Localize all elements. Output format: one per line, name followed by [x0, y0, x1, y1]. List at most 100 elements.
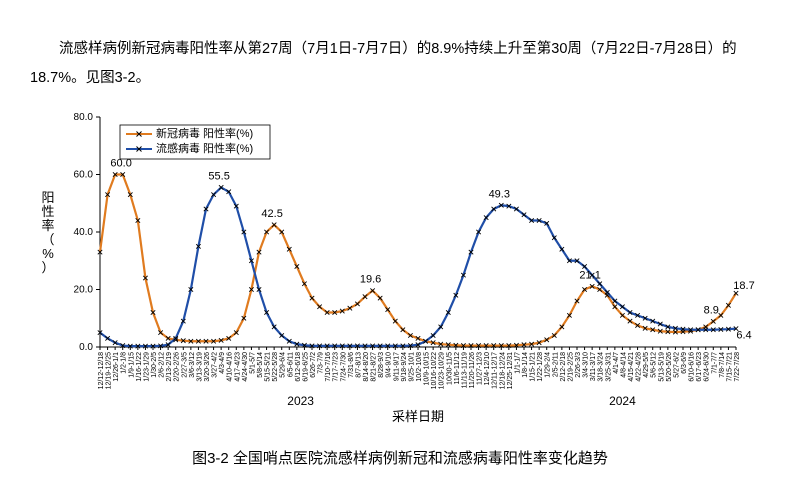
- x-tick-label: 9/25-10/1: [408, 352, 415, 382]
- x-tick-label: 4/15-4/21: [628, 352, 635, 382]
- x-tick-label: 7/22-7/28: [734, 352, 741, 382]
- x-tick-label: 4/10-4/16: [227, 352, 234, 382]
- x-tick-label: 3/4-3/10: [583, 352, 590, 378]
- x-tick-label: 4/1-4/7: [613, 352, 620, 374]
- y-tick-label: 60.0: [74, 170, 94, 181]
- x-tick-label: 7/1-7/7: [711, 352, 718, 374]
- x-axis-title: 采样日期: [392, 409, 444, 424]
- body-paragraph: 流感样病例新冠病毒阳性率从第27周（7月1日-7月7日）的8.9%持续上升至第3…: [30, 35, 770, 93]
- series-line-1: [100, 187, 736, 346]
- x-tick-label: 6/17-6/23: [696, 352, 703, 382]
- chart-area: 0.020.040.060.080.012/12-12/1812/19-12/2…: [30, 107, 770, 438]
- x-tick-label: 11/27-12/3: [477, 352, 484, 385]
- y-tick-label: 40.0: [74, 227, 94, 238]
- x-tick-label: 8/21-8/27: [371, 352, 378, 382]
- x-tick-label: 3/6-3/12: [189, 352, 196, 378]
- x-tick-label: 2/13-2/19: [166, 352, 173, 382]
- x-tick-label: 5/27-6/2: [673, 352, 680, 378]
- x-tick-label: 3/25-3/31: [605, 352, 612, 382]
- x-tick-label: 1/23-1/29: [143, 352, 150, 382]
- x-tick-label: 6/10-6/16: [689, 352, 696, 382]
- x-tick-label: 5/6-5/12: [651, 352, 658, 378]
- x-tick-label: 10/2-10/8: [416, 352, 423, 382]
- x-tick-label: 7/10-7/16: [325, 352, 332, 382]
- annotation-label: 55.5: [208, 170, 229, 182]
- annotation-label: 8.9: [704, 304, 719, 316]
- y-tick-label: 80.0: [74, 112, 94, 123]
- x-tick-label: 6/26-7/2: [310, 352, 317, 378]
- x-tick-label: 3/20-3/26: [204, 352, 211, 382]
- x-tick-label: 4/17-4/23: [234, 352, 241, 382]
- x-tick-label: 4/22-4/28: [636, 352, 643, 382]
- x-tick-label: 5/22-5/28: [272, 352, 279, 382]
- x-tick-label: 2/27-3/5: [181, 352, 188, 378]
- x-tick-label: 4/8-4/14: [620, 352, 627, 378]
- x-tick-label: 7/24-7/30: [340, 352, 347, 382]
- x-tick-label: 12/18-12/24: [499, 352, 506, 389]
- x-tick-label: 9/11-9/17: [393, 352, 400, 381]
- x-tick-label: 1/8-1/14: [522, 352, 529, 378]
- x-tick-label: 3/18-3/24: [598, 352, 605, 382]
- x-tick-label: 6/3-6/9: [681, 352, 688, 374]
- x-tick-label: 2/26-3/3: [575, 352, 582, 378]
- x-tick-label: 10/23-10/29: [439, 352, 446, 389]
- x-tick-label: 7/17-7/23: [333, 352, 340, 382]
- x-tick-label: 10/9-10/15: [424, 352, 431, 386]
- y-axis-title: 阳: [41, 190, 54, 205]
- x-tick-label: 5/8-5/14: [257, 352, 264, 378]
- y-axis-title: 率: [41, 218, 54, 233]
- x-tick-label: 2/20-2/26: [174, 352, 181, 382]
- x-tick-label: 10/16-10/22: [431, 352, 438, 389]
- x-tick-label: 9/18-9/24: [401, 352, 408, 382]
- x-tick-label: 1/9-1/15: [128, 352, 135, 378]
- annotation-label: 49.3: [489, 188, 510, 200]
- x-tick-label: 1/22-1/28: [537, 352, 544, 382]
- figure-caption: 图3-2 全国哨点医院流感样病例新冠和流感病毒阳性率变化趋势: [30, 444, 770, 474]
- x-tick-label: 2/19-2/25: [567, 352, 574, 382]
- annotation-label: 18.7: [733, 280, 754, 292]
- annotation-label: 21.1: [579, 269, 600, 281]
- x-tick-label: 12/25-12/31: [507, 352, 514, 389]
- x-year-2024: 2024: [609, 394, 636, 408]
- y-axis-title: ）: [41, 260, 54, 275]
- x-tick-label: 4/29-5/5: [643, 352, 650, 378]
- x-tick-label: 11/13-11/19: [461, 352, 468, 388]
- annotation-label: 42.5: [261, 208, 282, 220]
- x-tick-label: 1/2-1/8: [121, 352, 128, 374]
- x-tick-label: 1/16-1/22: [136, 352, 143, 382]
- y-axis-title: （: [41, 232, 54, 247]
- y-tick-label: 20.0: [74, 285, 94, 296]
- x-tick-label: 7/31-8/6: [348, 352, 355, 378]
- y-axis-title: %: [42, 246, 54, 261]
- x-tick-label: 8/28-9/3: [378, 352, 385, 378]
- x-tick-label: 1/1-1/7: [514, 352, 521, 374]
- x-tick-label: 2/6-2/12: [159, 352, 166, 378]
- x-tick-label: 11/20-11/26: [469, 352, 476, 388]
- x-tick-label: 3/11-3/17: [590, 352, 597, 381]
- y-axis-title: 性: [41, 204, 54, 219]
- x-year-2023: 2023: [287, 394, 314, 408]
- x-tick-label: 1/15-1/21: [530, 352, 537, 382]
- x-tick-label: 12/12-12/18: [98, 352, 105, 389]
- x-tick-label: 12/26-1/1: [113, 352, 120, 382]
- legend-label: 流感病毒 阳性率(%): [156, 141, 253, 155]
- x-tick-label: 5/15-5/21: [265, 352, 272, 382]
- x-tick-label: 11/6-11/12: [454, 352, 461, 385]
- x-tick-label: 2/12-2/18: [560, 352, 567, 382]
- x-tick-label: 8/14-8/20: [363, 352, 370, 382]
- x-tick-label: 6/5-6/11: [287, 352, 294, 377]
- x-tick-label: 7/8-7/14: [719, 352, 726, 378]
- y-tick-label: 0.0: [79, 342, 93, 353]
- x-tick-label: 7/3-7/9: [318, 352, 325, 374]
- x-tick-label: 2/5-2/11: [552, 352, 559, 377]
- x-tick-label: 4/3-4/9: [219, 352, 226, 374]
- x-tick-label: 3/27-4/2: [212, 352, 219, 378]
- x-tick-label: 12/11-12/17: [492, 352, 499, 389]
- chart-svg: 0.020.040.060.080.012/12-12/1812/19-12/2…: [30, 107, 770, 427]
- x-tick-label: 5/1-5/7: [249, 352, 256, 374]
- x-tick-label: 10/30-11/5: [446, 352, 453, 385]
- x-tick-label: 7/15-7/21: [726, 352, 733, 382]
- x-tick-label: 5/20-5/26: [666, 352, 673, 382]
- x-tick-label: 6/19-6/25: [302, 352, 309, 382]
- x-tick-label: 5/29-6/4: [280, 352, 287, 378]
